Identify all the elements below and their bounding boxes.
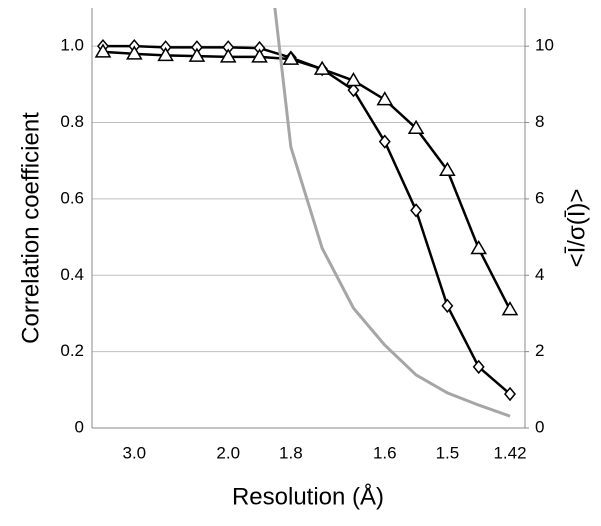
marker xyxy=(504,386,516,402)
x-tick-label: 1.5 xyxy=(436,443,460,462)
marker xyxy=(470,240,487,255)
y-tick-label: 0.4 xyxy=(60,265,84,284)
x-tick-label: 3.0 xyxy=(122,443,146,462)
y2-tick-label: 2 xyxy=(535,341,544,360)
marker xyxy=(410,203,423,218)
x-tick-label: 1.8 xyxy=(279,443,303,462)
plot-area xyxy=(94,8,519,418)
marker xyxy=(407,119,425,135)
series-line xyxy=(102,50,512,311)
x-axis-label: Resolution (Å) xyxy=(232,482,384,510)
marker xyxy=(376,91,394,106)
y-axis-label: Correlation coefficient xyxy=(17,112,44,344)
marker xyxy=(313,60,331,75)
y-tick-label: 0.2 xyxy=(60,341,84,360)
x-tick-label: 1.42 xyxy=(493,443,526,462)
marker xyxy=(251,48,268,63)
series-line xyxy=(103,44,511,395)
x-tick-label: 2.0 xyxy=(216,443,240,462)
marker xyxy=(472,359,485,375)
y2-tick-label: 6 xyxy=(535,188,544,207)
marker xyxy=(219,48,237,63)
y-tick-label: 0.8 xyxy=(60,112,84,131)
series-line xyxy=(273,8,511,418)
y-tick-label: 0.6 xyxy=(60,188,84,207)
x-tick-label: 1.6 xyxy=(373,443,397,462)
y-tick-label: 0 xyxy=(75,417,84,436)
y2-tick-label: 10 xyxy=(535,36,554,55)
marker xyxy=(94,43,112,58)
y2-tick-label: 8 xyxy=(535,112,544,131)
marker xyxy=(439,161,456,177)
marker xyxy=(501,301,519,316)
marker xyxy=(345,72,362,87)
y2-axis-label: <Ī/σ(Ī)> xyxy=(563,189,590,268)
marker xyxy=(282,50,300,65)
y2-tick-label: 4 xyxy=(535,265,544,284)
marker xyxy=(441,298,454,313)
y-tick-label: 1.0 xyxy=(60,36,84,55)
marker xyxy=(157,46,174,62)
marker xyxy=(347,82,360,98)
marker xyxy=(378,134,391,149)
marker xyxy=(188,47,206,62)
marker xyxy=(126,45,143,60)
y2-tick-label: 0 xyxy=(535,417,544,436)
